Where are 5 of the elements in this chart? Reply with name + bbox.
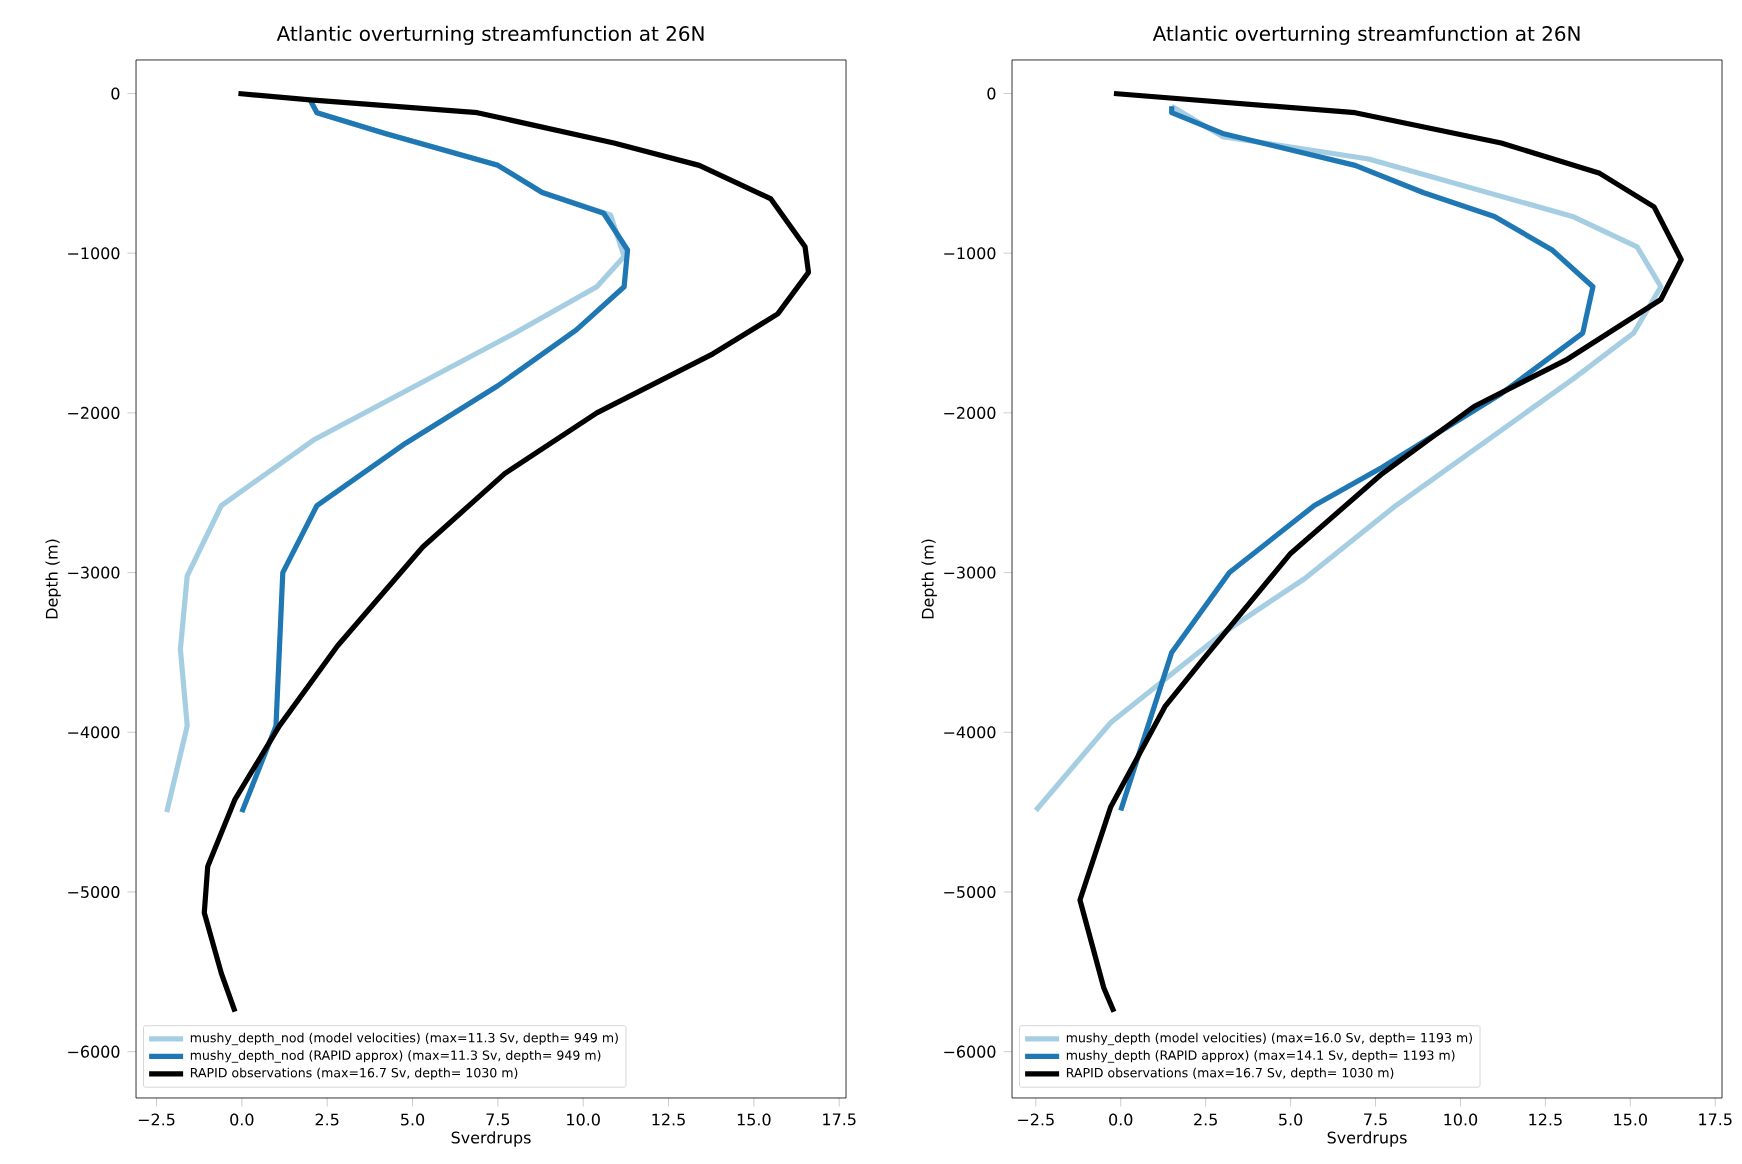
line-series [239, 97, 631, 815]
line-series [1077, 90, 1684, 1015]
line-series [201, 90, 812, 1015]
chart-title: Atlantic overturning streamfunction at 26N [1152, 25, 1580, 45]
chart-title: Atlantic overturning streamfunction at 26N [276, 25, 704, 45]
